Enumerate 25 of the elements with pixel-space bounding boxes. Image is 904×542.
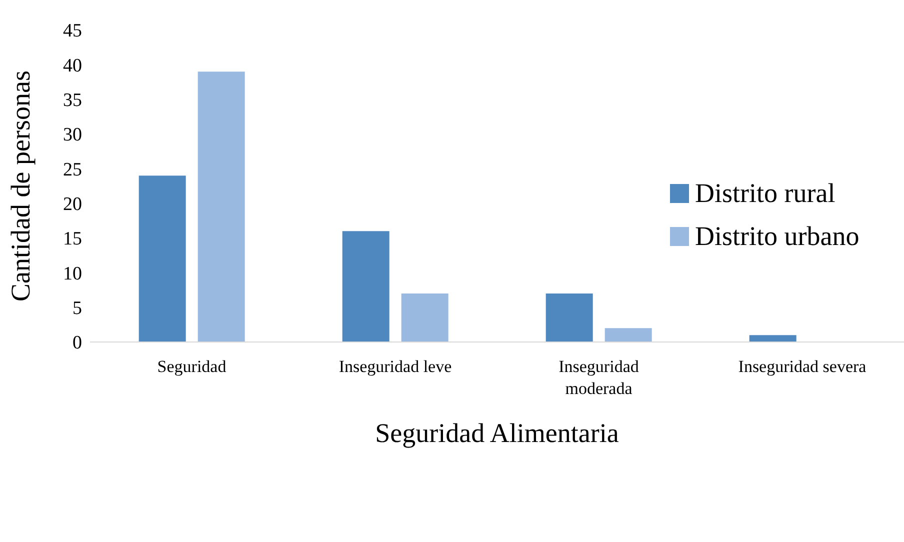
legend-label: Distrito urbano (695, 221, 860, 252)
y-tick-label: 45 (63, 20, 82, 42)
y-tick-label: 20 (63, 194, 82, 216)
legend-label: Distrito rural (695, 178, 836, 209)
bar (546, 293, 593, 342)
bar (342, 231, 390, 342)
y-tick-label: 35 (63, 90, 82, 112)
x-tick-label: Inseguridad moderada (558, 357, 640, 398)
bar (138, 176, 186, 342)
x-tick-label: Inseguridad severa (738, 357, 867, 376)
y-tick-label: 40 (63, 55, 82, 76)
x-tick-label: Inseguridad leve (338, 357, 452, 376)
y-axis-title: Cantidad de personas (6, 70, 36, 302)
bar (401, 293, 448, 342)
y-tick-label: 5 (72, 298, 82, 320)
y-tick-label: 0 (72, 332, 82, 354)
x-tick-label: Seguridad (157, 357, 227, 376)
y-tick-label: 30 (63, 124, 82, 146)
bar (198, 72, 245, 342)
y-tick-label: 10 (63, 263, 82, 284)
y-tick-label: 15 (63, 228, 82, 250)
bar (749, 335, 796, 342)
bar (604, 328, 652, 342)
x-axis-title: Seguridad Alimentaria (375, 418, 619, 448)
y-tick-label: 25 (63, 159, 82, 180)
